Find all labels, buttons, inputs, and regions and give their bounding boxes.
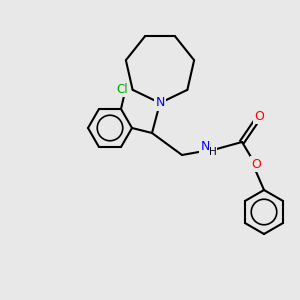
Text: O: O	[251, 158, 261, 170]
Text: O: O	[254, 110, 264, 122]
Text: N: N	[155, 97, 165, 110]
Text: N: N	[200, 140, 210, 154]
Text: H: H	[209, 147, 217, 157]
Text: Cl: Cl	[116, 83, 128, 96]
